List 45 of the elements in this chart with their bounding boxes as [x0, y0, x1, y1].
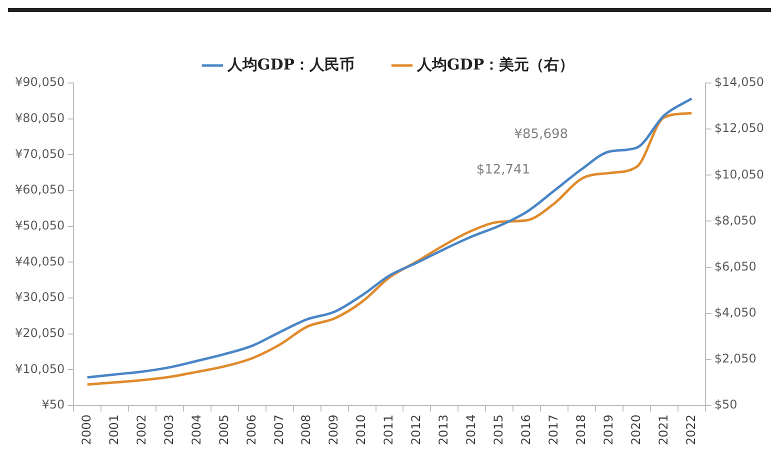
y-tick-label: ¥30,050 [15, 290, 65, 304]
y-tick-label: ¥70,050 [15, 146, 65, 161]
x-tick-label: 2004 [189, 414, 204, 446]
y2-tick-label: $6,050 [714, 259, 756, 274]
x-tick-label: 2006 [244, 414, 258, 446]
x-tick-label: 2015 [491, 414, 506, 446]
legend-label: 人均GDP：人民币 [226, 55, 355, 74]
y-tick-label: ¥50 [42, 398, 65, 412]
x-tick-label: 2001 [106, 414, 121, 446]
y-tick-label: ¥10,050 [15, 362, 65, 376]
x-tick-label: 2007 [272, 414, 286, 446]
y2-tick-label: $10,050 [714, 167, 764, 182]
x-tick-label: 2013 [436, 414, 451, 446]
y-tick-label: ¥90,050 [15, 75, 65, 90]
y2-tick-label: $50 [714, 398, 738, 412]
x-tick-label: 2021 [656, 414, 670, 446]
annotation: $12,741 [476, 162, 530, 178]
x-tick-label: 2020 [628, 414, 643, 446]
y2-tick-label: $2,050 [714, 352, 756, 366]
y-tick-label: ¥40,050 [15, 254, 65, 268]
x-tick-label: 2011 [382, 414, 396, 446]
x-tick-label: 2008 [299, 414, 314, 446]
x-tick-label: 2005 [216, 414, 231, 446]
x-tick-label: 2016 [518, 414, 533, 446]
x-tick-label: 2003 [162, 414, 176, 446]
x-tick-label: 2022 [684, 414, 698, 446]
x-tick-label: 2019 [601, 414, 616, 446]
y-tick-label: ¥80,050 [15, 110, 65, 125]
x-tick-label: 2009 [326, 414, 341, 446]
y-tick-label: ¥50,050 [15, 218, 65, 232]
x-tick-label: 2000 [79, 414, 94, 446]
x-tick-label: 2012 [409, 414, 424, 446]
y2-tick-label: $14,050 [714, 75, 764, 90]
x-tick-label: 2014 [464, 414, 478, 446]
x-tick-label: 2002 [134, 414, 148, 446]
x-tick-label: 2018 [574, 414, 588, 446]
y2-tick-label: $4,050 [714, 305, 756, 320]
y-tick-label: ¥60,050 [15, 182, 65, 197]
legend-label: 人均GDP：美元（右） [416, 55, 574, 74]
annotation: ¥85,698 [514, 126, 568, 142]
x-tick-label: 2017 [546, 414, 560, 446]
y2-tick-label: $8,050 [714, 213, 756, 228]
x-tick-label: 2010 [354, 414, 368, 446]
y2-tick-label: $12,050 [714, 121, 764, 136]
y-tick-label: ¥20,050 [15, 326, 65, 340]
